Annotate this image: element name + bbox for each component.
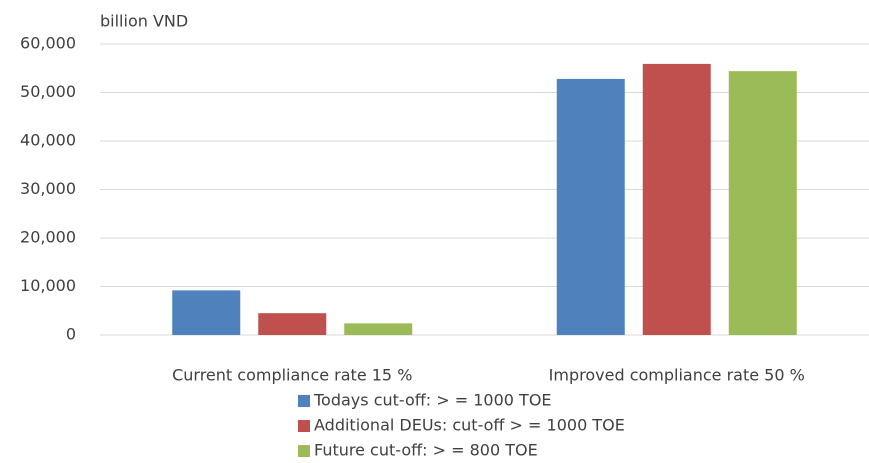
x-tick-label: Improved compliance rate 50 % (549, 366, 805, 385)
legend-swatch (298, 420, 310, 432)
bar (344, 323, 413, 335)
y-tick-label: 40,000 (20, 131, 76, 150)
bar (556, 78, 625, 336)
y-tick-label: 10,000 (20, 276, 76, 295)
y-tick-label: 60,000 (20, 34, 76, 53)
bar (728, 71, 797, 335)
y-tick-label: 50,000 (20, 82, 76, 101)
bar (642, 63, 711, 335)
legend-label: Additional DEUs: cut-off > = 1000 TOE (314, 416, 625, 435)
bar (172, 290, 241, 335)
y-tick-label: 20,000 (20, 228, 76, 247)
legend-swatch (298, 395, 310, 407)
x-tick-label: Current compliance rate 15 % (172, 366, 412, 385)
legend-swatch (298, 445, 310, 457)
legend-label: Todays cut-off: > = 1000 TOE (313, 391, 552, 410)
y-tick-label: 30,000 (20, 179, 76, 198)
bar (258, 313, 327, 335)
legend-label: Future cut-off: > = 800 TOE (314, 441, 538, 460)
y-axis-label: billion VND (100, 12, 188, 31)
y-tick-label: 0 (66, 325, 76, 344)
